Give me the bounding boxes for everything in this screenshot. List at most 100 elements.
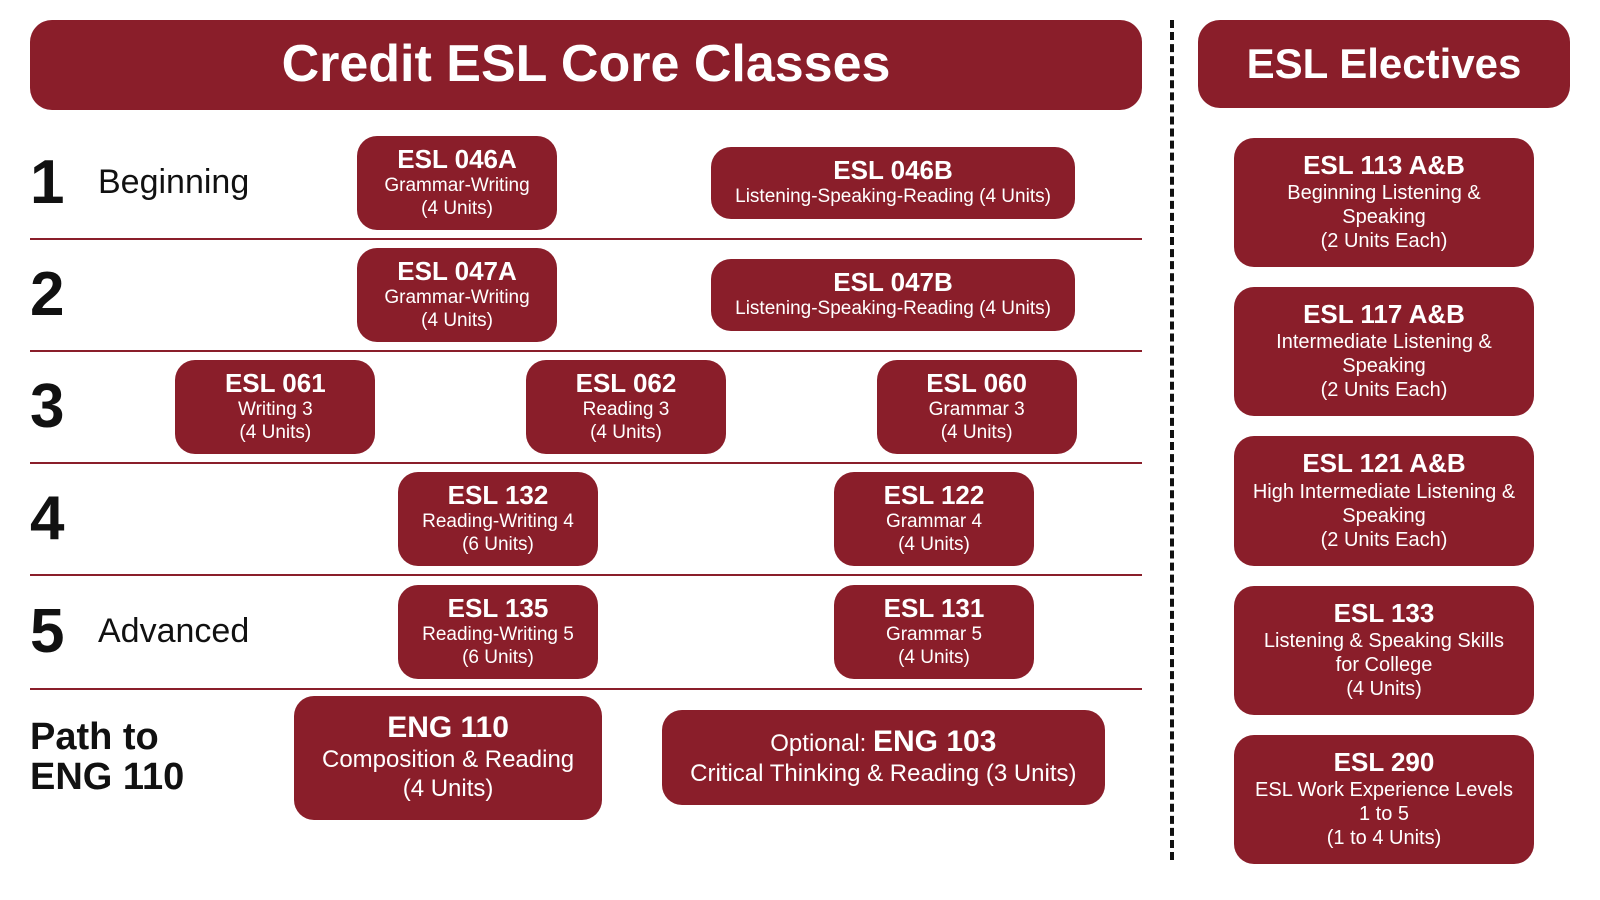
row-level-label: Advanced: [98, 614, 249, 650]
vertical-divider: [1170, 20, 1174, 860]
course-desc: High Intermediate Listening & Speaking: [1252, 480, 1516, 528]
core-row: 1BeginningESL 046AGrammar-Writing(4 Unit…: [30, 128, 1142, 240]
course-desc: Intermediate Listening & Speaking: [1252, 330, 1516, 378]
path-courses: ENG 110Composition & Reading(4 Units) Opt…: [290, 696, 1142, 820]
course-units: (2 Units Each): [1252, 229, 1516, 253]
row-courses: ESL 061Writing 3(4 Units)ESL 062Reading …: [110, 360, 1142, 455]
course-desc: Listening & Speaking Skills for College: [1252, 629, 1516, 677]
course-code: ESL 131: [858, 593, 1010, 624]
course-code: ENG 110: [387, 711, 509, 744]
course-units: (6 Units): [422, 534, 574, 557]
course-desc: Grammar 3: [901, 399, 1053, 422]
core-column: Credit ESL Core Classes 1BeginningESL 04…: [30, 20, 1170, 900]
course-desc: Reading-Writing 5: [422, 624, 574, 647]
course-code: ESL 133: [1252, 598, 1516, 629]
core-header: Credit ESL Core Classes: [30, 20, 1142, 110]
row-label: 5Advanced: [30, 601, 290, 663]
course-code: ESL 122: [858, 480, 1010, 511]
row-number: 5: [30, 601, 98, 663]
course-code: ESL 113 A&B: [1252, 150, 1516, 181]
elective-chip: ESL 133Listening & Speaking Skills for C…: [1234, 586, 1534, 715]
course-code: ESL 047B: [735, 267, 1051, 298]
course-units: (4 Units): [199, 422, 351, 445]
course-units: (1 to 4 Units): [1252, 826, 1516, 850]
path-row: Path to ENG 110 ENG 110Composition & Rea…: [30, 688, 1142, 826]
course-code: ESL 062: [550, 368, 702, 399]
row-label: 1Beginning: [30, 152, 290, 214]
core-row: 5AdvancedESL 135Reading-Writing 5(6 Unit…: [30, 576, 1142, 688]
course-code: ESL 060: [901, 368, 1053, 399]
course-chip: ESL 047AGrammar-Writing(4 Units): [357, 248, 557, 343]
core-rows-container: 1BeginningESL 046AGrammar-Writing(4 Unit…: [30, 128, 1142, 688]
core-row: 4 ESL 132Reading-Writing 4(6 Units) ESL 12…: [30, 464, 1142, 576]
path-row-label: Path to ENG 110: [30, 718, 290, 798]
course-code: ESL 135: [422, 593, 574, 624]
row-number: 1: [30, 152, 98, 214]
course-desc: Listening-Speaking-Reading (4 Units): [735, 298, 1051, 321]
path-label-line1: Path to: [30, 718, 184, 758]
row-courses: ESL 047AGrammar-Writing(4 Units) ESL 047B…: [290, 248, 1142, 343]
course-desc: Reading 3: [550, 399, 702, 422]
course-desc: ESL Work Experience Levels 1 to 5: [1252, 778, 1516, 826]
elective-chip: ESL 113 A&BBeginning Listening & Speakin…: [1234, 138, 1534, 267]
course-units: (4 Units): [1252, 677, 1516, 701]
course-units: (6 Units): [422, 647, 574, 670]
row-number: 4: [30, 488, 98, 550]
course-code: ESL 132: [422, 480, 574, 511]
course-chip: ESL 135Reading-Writing 5(6 Units): [398, 585, 598, 680]
course-units: (2 Units Each): [1252, 528, 1516, 552]
course-desc: Grammar 4: [858, 511, 1010, 534]
path-course-chip: Optional: ENG 103Critical Thinking & Rea…: [662, 710, 1104, 805]
elective-chip: ESL 117 A&BIntermediate Listening & Spea…: [1234, 287, 1534, 416]
course-code: ESL 290: [1252, 747, 1516, 778]
course-chip: ESL 047BListening-Speaking-Reading (4 Un…: [711, 259, 1075, 331]
course-desc: Critical Thinking & Reading (3 Units): [690, 760, 1076, 789]
row-courses: ESL 046AGrammar-Writing(4 Units) ESL 046B…: [290, 136, 1142, 231]
course-desc: Grammar 5: [858, 624, 1010, 647]
row-number: 2: [30, 264, 98, 326]
electives-header: ESL Electives: [1198, 20, 1570, 108]
row-courses: ESL 132Reading-Writing 4(6 Units) ESL 122…: [290, 472, 1142, 567]
course-units: (4 Units): [381, 198, 533, 221]
course-desc: Grammar-Writing: [381, 175, 533, 198]
electives-list: ESL 113 A&BBeginning Listening & Speakin…: [1198, 138, 1570, 864]
course-units: (4 Units): [858, 534, 1010, 557]
row-courses: ESL 135Reading-Writing 5(6 Units) ESL 131…: [290, 585, 1142, 680]
course-desc: Composition & Reading: [322, 746, 574, 775]
course-chip: ESL 131Grammar 5(4 Units): [834, 585, 1034, 680]
course-chip: ESL 046AGrammar-Writing(4 Units): [357, 136, 557, 231]
course-code: ESL 117 A&B: [1252, 299, 1516, 330]
course-desc: Beginning Listening & Speaking: [1252, 181, 1516, 229]
course-units: (4 Units): [322, 775, 574, 804]
row-level-label: Beginning: [98, 165, 249, 201]
course-units: (4 Units): [381, 310, 533, 333]
row-label: 2: [30, 264, 290, 326]
row-label: 4: [30, 488, 290, 550]
core-row: 2ESL 047AGrammar-Writing(4 Units)ESL 047…: [30, 240, 1142, 352]
course-chip: ESL 132Reading-Writing 4(6 Units): [398, 472, 598, 567]
course-code: ESL 046B: [735, 155, 1051, 186]
course-units: (4 Units): [901, 422, 1053, 445]
page-layout: Credit ESL Core Classes 1BeginningESL 04…: [30, 20, 1570, 900]
course-chip: ESL 062Reading 3(4 Units): [526, 360, 726, 455]
elective-chip: ESL 121 A&BHigh Intermediate Listening &…: [1234, 436, 1534, 565]
course-units: (4 Units): [858, 647, 1010, 670]
path-course-chip: ENG 110Composition & Reading(4 Units): [294, 696, 602, 820]
course-desc: Writing 3: [199, 399, 351, 422]
elective-chip: ESL 290ESL Work Experience Levels 1 to 5…: [1234, 735, 1534, 864]
course-chip: ESL 061Writing 3(4 Units): [175, 360, 375, 455]
course-code: ESL 046A: [381, 144, 533, 175]
row-label: 3: [30, 376, 110, 438]
course-chip: ESL 046BListening-Speaking-Reading (4 Un…: [711, 147, 1075, 219]
course-code: ESL 061: [199, 368, 351, 399]
course-desc: Grammar-Writing: [381, 287, 533, 310]
course-prefix: Optional:: [770, 730, 873, 757]
course-chip: ESL 122Grammar 4(4 Units): [834, 472, 1034, 567]
course-chip: ESL 060Grammar 3(4 Units): [877, 360, 1077, 455]
course-desc: Reading-Writing 4: [422, 511, 574, 534]
course-code: ENG 103: [873, 725, 996, 758]
course-code: ESL 121 A&B: [1252, 448, 1516, 479]
course-units: (2 Units Each): [1252, 378, 1516, 402]
course-code: ESL 047A: [381, 256, 533, 287]
row-number: 3: [30, 376, 98, 438]
